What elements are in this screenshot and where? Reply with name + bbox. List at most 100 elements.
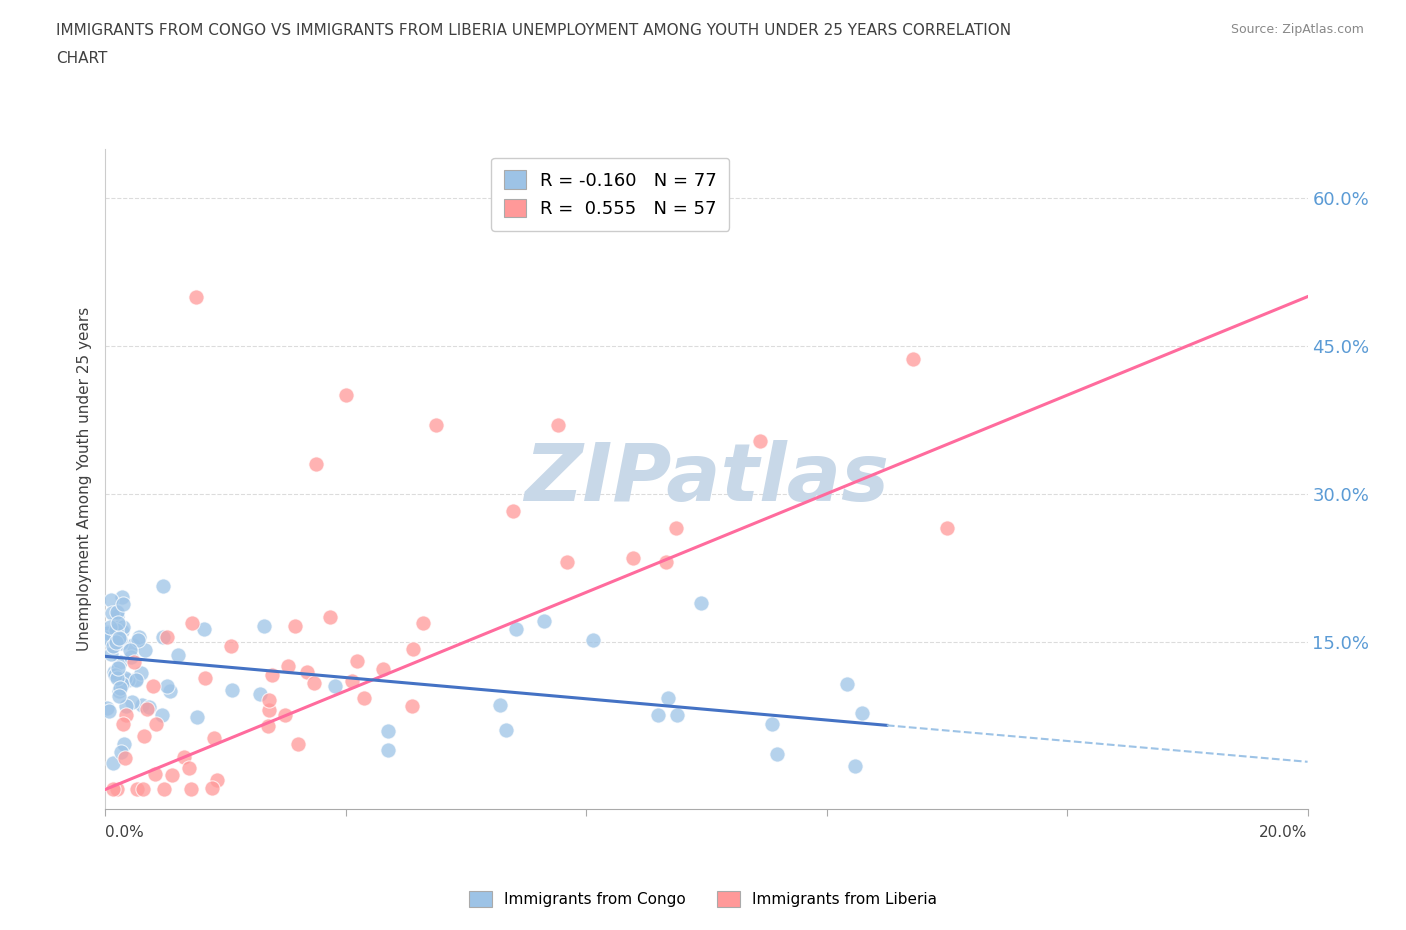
Point bbox=[844, 758, 866, 773]
Point bbox=[96, 624, 118, 639]
Point bbox=[495, 723, 517, 737]
Point bbox=[547, 418, 569, 432]
Point bbox=[371, 662, 394, 677]
Point bbox=[186, 710, 208, 724]
Point bbox=[152, 782, 174, 797]
Point bbox=[100, 647, 122, 662]
Point bbox=[200, 781, 222, 796]
Point bbox=[134, 643, 156, 658]
Point bbox=[901, 352, 924, 366]
Point bbox=[257, 693, 280, 708]
Point bbox=[377, 742, 399, 757]
Point bbox=[145, 717, 167, 732]
Point bbox=[340, 673, 363, 688]
Point bbox=[302, 675, 325, 690]
Point bbox=[111, 624, 134, 639]
Point bbox=[837, 677, 859, 692]
Point bbox=[108, 689, 131, 704]
Point bbox=[377, 724, 399, 738]
Point bbox=[127, 633, 149, 648]
Point bbox=[105, 604, 128, 619]
Point bbox=[412, 616, 434, 631]
Point bbox=[129, 666, 152, 681]
Point bbox=[273, 707, 295, 722]
Point bbox=[152, 578, 174, 593]
Point bbox=[319, 609, 342, 624]
Point bbox=[132, 729, 155, 744]
Point bbox=[160, 767, 183, 782]
Point bbox=[219, 638, 242, 653]
Point bbox=[110, 635, 132, 650]
Point bbox=[256, 718, 278, 733]
Point bbox=[105, 782, 128, 797]
Point bbox=[155, 679, 177, 694]
Point bbox=[346, 653, 368, 668]
Point bbox=[253, 618, 276, 633]
Point bbox=[105, 671, 128, 685]
Point bbox=[107, 631, 129, 645]
Point bbox=[533, 613, 555, 628]
Point bbox=[122, 655, 145, 670]
Point bbox=[689, 595, 711, 610]
Point bbox=[100, 592, 122, 607]
Point bbox=[125, 672, 148, 687]
Point bbox=[155, 629, 177, 644]
Point bbox=[305, 457, 328, 472]
Point bbox=[173, 749, 195, 764]
Point bbox=[657, 690, 679, 705]
Point bbox=[666, 708, 689, 723]
Legend: R = -0.160   N = 77, R =  0.555   N = 57: R = -0.160 N = 77, R = 0.555 N = 57 bbox=[491, 158, 730, 231]
Point bbox=[94, 631, 117, 646]
Point bbox=[121, 637, 143, 652]
Point bbox=[131, 698, 153, 712]
Point bbox=[107, 616, 129, 631]
Text: 0.0%: 0.0% bbox=[105, 825, 145, 840]
Point bbox=[125, 671, 148, 686]
Point bbox=[117, 672, 139, 687]
Point bbox=[402, 642, 425, 657]
Point bbox=[505, 621, 527, 636]
Point bbox=[118, 643, 141, 658]
Point bbox=[138, 699, 160, 714]
Point bbox=[101, 782, 124, 797]
Point bbox=[184, 289, 207, 304]
Point bbox=[97, 704, 120, 719]
Point bbox=[335, 388, 357, 403]
Point bbox=[98, 619, 121, 634]
Text: IMMIGRANTS FROM CONGO VS IMMIGRANTS FROM LIBERIA UNEMPLOYMENT AMONG YOUTH UNDER : IMMIGRANTS FROM CONGO VS IMMIGRANTS FROM… bbox=[56, 23, 1011, 38]
Point bbox=[105, 609, 128, 624]
Point bbox=[121, 695, 143, 710]
Point bbox=[110, 681, 132, 696]
Point bbox=[132, 782, 155, 797]
Text: CHART: CHART bbox=[56, 51, 108, 66]
Point bbox=[647, 707, 669, 722]
Point bbox=[100, 605, 122, 620]
Point bbox=[114, 671, 136, 685]
Point bbox=[112, 736, 135, 751]
Point bbox=[221, 683, 243, 698]
Point bbox=[425, 418, 447, 432]
Point bbox=[145, 766, 167, 781]
Point bbox=[166, 647, 188, 662]
Point bbox=[353, 691, 375, 706]
Point bbox=[851, 705, 873, 720]
Point bbox=[277, 658, 299, 673]
Point bbox=[115, 698, 138, 713]
Point bbox=[114, 751, 136, 765]
Point bbox=[665, 521, 688, 536]
Point bbox=[152, 630, 174, 644]
Point bbox=[766, 747, 789, 762]
Point bbox=[110, 745, 132, 760]
Text: 20.0%: 20.0% bbox=[1260, 825, 1308, 840]
Point bbox=[112, 619, 135, 634]
Point bbox=[181, 616, 204, 631]
Point bbox=[96, 625, 118, 640]
Point bbox=[103, 639, 125, 654]
Y-axis label: Unemployment Among Youth under 25 years: Unemployment Among Youth under 25 years bbox=[76, 307, 91, 651]
Point bbox=[111, 717, 134, 732]
Point bbox=[249, 687, 271, 702]
Point bbox=[112, 597, 135, 612]
Point bbox=[103, 664, 125, 679]
Point bbox=[749, 433, 772, 448]
Point bbox=[107, 660, 129, 675]
